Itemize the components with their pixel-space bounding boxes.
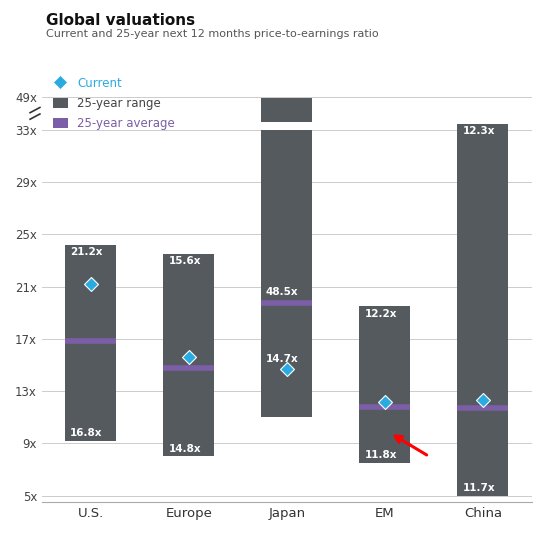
Text: Global valuations: Global valuations (46, 13, 196, 28)
Text: 12.2x: 12.2x (364, 309, 397, 319)
Bar (66, 244, 117, 441)
Bar (359, 306, 410, 463)
Legend: Current, 25-year range, 25-year average: Current, 25-year range, 25-year average (53, 77, 175, 130)
Bar (261, 98, 312, 122)
Text: 12.3x: 12.3x (462, 126, 495, 136)
Text: 11.7x: 11.7x (462, 483, 495, 493)
Text: 14.8x: 14.8x (168, 444, 201, 454)
Text: 15.6x: 15.6x (168, 256, 201, 266)
Text: 21.2x: 21.2x (70, 247, 103, 257)
Bar (164, 254, 214, 456)
Text: 16.8x: 16.8x (70, 428, 103, 438)
Text: 14.7x: 14.7x (265, 354, 298, 364)
Bar (261, 122, 312, 129)
Bar (261, 129, 312, 417)
Text: 11.8x: 11.8x (364, 450, 397, 460)
Text: 48.5x: 48.5x (265, 287, 298, 297)
Text: Current and 25-year next 12 months price-to-earnings ratio: Current and 25-year next 12 months price… (46, 29, 379, 40)
Bar (27, 104, 45, 123)
Bar (457, 124, 509, 495)
